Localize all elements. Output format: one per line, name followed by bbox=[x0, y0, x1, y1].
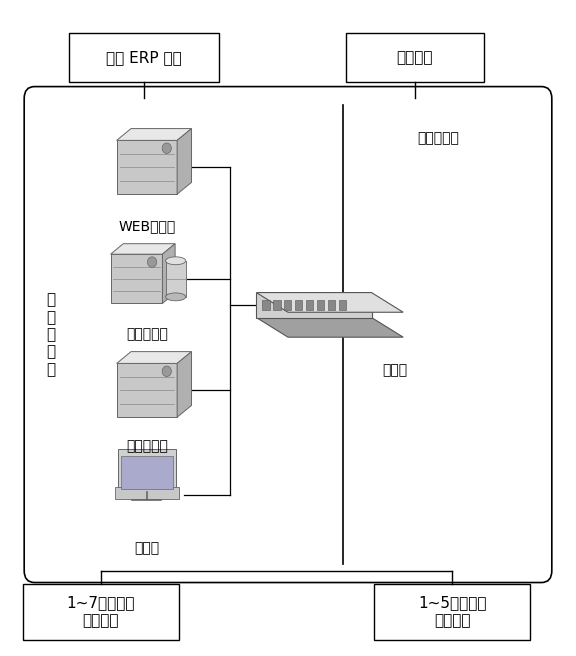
Polygon shape bbox=[162, 243, 175, 303]
Bar bbox=[166, 260, 185, 297]
Bar bbox=[115, 487, 179, 499]
Circle shape bbox=[162, 143, 171, 154]
Text: 主
控
室
概
况: 主 控 室 概 况 bbox=[46, 293, 55, 377]
Bar bbox=[346, 33, 484, 82]
Bar bbox=[273, 300, 281, 310]
Text: 操作站: 操作站 bbox=[134, 541, 160, 555]
Text: WEB服务器: WEB服务器 bbox=[118, 219, 176, 234]
Polygon shape bbox=[177, 129, 191, 194]
Bar bbox=[69, 33, 219, 82]
Bar bbox=[121, 456, 173, 489]
Polygon shape bbox=[256, 293, 372, 318]
Polygon shape bbox=[116, 363, 177, 417]
Bar bbox=[23, 584, 179, 640]
Bar bbox=[317, 300, 324, 310]
Bar bbox=[118, 449, 176, 492]
Text: 应用服务器: 应用服务器 bbox=[126, 439, 168, 453]
Text: 交换机: 交换机 bbox=[382, 363, 407, 378]
Polygon shape bbox=[116, 352, 191, 363]
Polygon shape bbox=[111, 243, 175, 255]
Ellipse shape bbox=[166, 257, 185, 264]
Ellipse shape bbox=[166, 293, 185, 301]
Text: 数据服务器: 数据服务器 bbox=[126, 327, 168, 342]
Circle shape bbox=[147, 257, 157, 268]
Polygon shape bbox=[116, 140, 177, 194]
Polygon shape bbox=[116, 129, 191, 140]
Polygon shape bbox=[256, 293, 403, 312]
Bar bbox=[295, 300, 302, 310]
Bar bbox=[328, 300, 335, 310]
Text: 1~7号汽车衡
现场装置: 1~7号汽车衡 现场装置 bbox=[67, 596, 135, 628]
Text: 工业以太网: 工业以太网 bbox=[417, 131, 458, 145]
Bar bbox=[262, 300, 270, 310]
Text: 1~5号轨道衡
现场装置: 1~5号轨道衡 现场装置 bbox=[418, 596, 486, 628]
Circle shape bbox=[162, 366, 171, 377]
Text: 公司 ERP 系统: 公司 ERP 系统 bbox=[106, 50, 182, 65]
FancyBboxPatch shape bbox=[24, 87, 552, 583]
Polygon shape bbox=[111, 255, 162, 303]
Text: 门禁系统: 门禁系统 bbox=[396, 50, 433, 65]
Polygon shape bbox=[177, 352, 191, 417]
Bar bbox=[374, 584, 530, 640]
Bar bbox=[284, 300, 291, 310]
Bar bbox=[306, 300, 313, 310]
Polygon shape bbox=[256, 318, 403, 337]
Bar bbox=[339, 300, 346, 310]
